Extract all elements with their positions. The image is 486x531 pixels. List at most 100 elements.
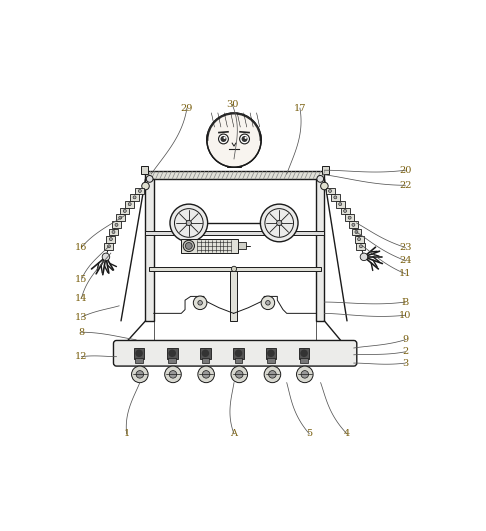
Text: 17: 17: [294, 104, 306, 113]
Circle shape: [352, 224, 355, 226]
Circle shape: [169, 371, 177, 378]
Circle shape: [264, 366, 281, 383]
Bar: [322, 166, 330, 174]
Text: 24: 24: [399, 256, 412, 265]
Text: 16: 16: [75, 243, 87, 252]
Text: 22: 22: [399, 181, 412, 190]
Circle shape: [202, 349, 209, 357]
Text: 15: 15: [75, 275, 87, 284]
Text: 13: 13: [75, 313, 87, 322]
Circle shape: [198, 301, 202, 305]
Circle shape: [269, 371, 276, 378]
Circle shape: [132, 366, 148, 383]
Circle shape: [169, 349, 176, 357]
Circle shape: [334, 196, 337, 199]
Circle shape: [109, 238, 112, 241]
Bar: [267, 358, 275, 363]
Bar: [181, 239, 238, 253]
Circle shape: [242, 136, 247, 142]
Circle shape: [123, 209, 126, 212]
Circle shape: [198, 366, 214, 383]
Circle shape: [165, 366, 181, 383]
Bar: [200, 348, 210, 358]
Text: 8: 8: [78, 328, 85, 337]
Bar: [145, 179, 154, 321]
Bar: [266, 348, 276, 358]
Circle shape: [135, 349, 143, 357]
Text: 23: 23: [399, 243, 412, 252]
Bar: [106, 236, 115, 243]
Bar: [149, 267, 321, 271]
Polygon shape: [207, 113, 261, 140]
Bar: [135, 187, 144, 194]
Circle shape: [183, 241, 194, 252]
Circle shape: [339, 203, 342, 205]
Circle shape: [321, 182, 328, 190]
Circle shape: [360, 245, 363, 248]
Circle shape: [267, 349, 275, 357]
Circle shape: [300, 349, 308, 357]
Bar: [341, 208, 349, 215]
Bar: [326, 187, 334, 194]
Text: B: B: [402, 297, 409, 306]
Circle shape: [102, 253, 110, 261]
Circle shape: [301, 371, 309, 378]
Circle shape: [231, 366, 247, 383]
Bar: [202, 358, 209, 363]
Circle shape: [136, 371, 144, 378]
Circle shape: [224, 136, 226, 139]
Text: 30: 30: [226, 100, 238, 109]
Circle shape: [146, 176, 153, 182]
Text: 4: 4: [344, 430, 350, 439]
Circle shape: [219, 134, 228, 144]
Circle shape: [329, 190, 331, 192]
Circle shape: [235, 349, 243, 357]
FancyBboxPatch shape: [113, 340, 357, 366]
Circle shape: [296, 366, 313, 383]
Bar: [130, 194, 139, 201]
Text: A: A: [230, 430, 238, 439]
Circle shape: [317, 176, 324, 182]
Text: 11: 11: [399, 269, 412, 278]
Circle shape: [193, 296, 207, 310]
Bar: [116, 215, 125, 221]
Circle shape: [186, 243, 192, 250]
Circle shape: [128, 203, 131, 205]
Circle shape: [348, 216, 351, 219]
Text: 1: 1: [123, 430, 130, 439]
Text: 14: 14: [75, 294, 87, 303]
Bar: [140, 166, 148, 174]
Bar: [238, 242, 246, 250]
Bar: [299, 348, 310, 358]
Bar: [134, 348, 144, 358]
Circle shape: [221, 136, 226, 142]
Circle shape: [277, 220, 282, 226]
Circle shape: [115, 224, 118, 226]
Circle shape: [202, 371, 210, 378]
Bar: [227, 159, 241, 167]
Circle shape: [208, 115, 260, 166]
Bar: [349, 221, 358, 228]
Text: 2: 2: [402, 347, 409, 356]
Bar: [112, 221, 121, 228]
Text: 29: 29: [181, 104, 193, 113]
Bar: [345, 215, 354, 221]
Text: 3: 3: [402, 358, 409, 367]
Circle shape: [139, 190, 141, 192]
Bar: [300, 358, 308, 363]
Bar: [167, 348, 177, 358]
Bar: [356, 243, 365, 250]
Text: 5: 5: [306, 430, 312, 439]
Text: 12: 12: [75, 352, 87, 361]
Bar: [230, 271, 237, 321]
Text: 10: 10: [399, 311, 412, 320]
Bar: [169, 358, 176, 363]
Circle shape: [112, 230, 115, 234]
Bar: [104, 243, 114, 250]
Circle shape: [260, 204, 298, 242]
Circle shape: [142, 182, 149, 190]
Bar: [109, 229, 118, 235]
Bar: [233, 348, 244, 358]
Circle shape: [207, 113, 261, 167]
Circle shape: [266, 301, 270, 305]
